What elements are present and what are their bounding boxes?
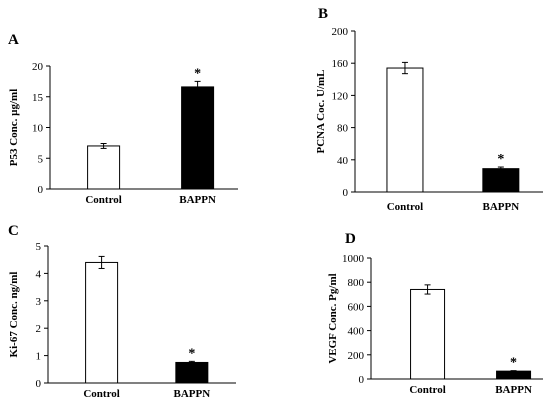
panel-letter: A (8, 32, 19, 48)
y-tick-label: 120 (332, 90, 349, 102)
y-tick-label: 4 (36, 268, 42, 280)
y-tick-label: 800 (348, 277, 365, 289)
y-tick-label: 0 (359, 374, 365, 386)
y-tick-label: 15 (32, 92, 44, 104)
y-tick-label: 20 (32, 61, 44, 73)
y-tick-label: 200 (332, 26, 349, 38)
category-label: Control (85, 194, 121, 206)
significance-mark: * (510, 356, 517, 371)
bar-bappn (181, 86, 215, 190)
y-axis-label: P53 Conc. µg/ml (8, 89, 20, 167)
y-tick-label: 0 (343, 187, 349, 199)
panel-b: B 0 40 80 120 160 200 PCNA Coc. U/mL Control BAPP… (315, 6, 543, 213)
y-tick-label: 0 (36, 378, 42, 390)
category-label: BAPPN (495, 384, 532, 396)
y-tick-label: 5 (36, 241, 42, 253)
y-tick-label: 0 (38, 184, 44, 196)
panel-letter: B (318, 6, 328, 22)
panel-a: A 0 5 10 15 20 P53 Conc. µg/ml Control BAPPN * (8, 32, 238, 206)
y-tick-label: 1000 (342, 253, 365, 265)
bar-control (386, 67, 424, 193)
y-tick-label: 2 (36, 323, 42, 335)
panel-letter: D (345, 231, 356, 247)
y-tick-label: 10 (32, 123, 44, 135)
bar-bappn (496, 370, 532, 380)
y-tick-label: 80 (337, 123, 349, 135)
y-tick-label: 400 (348, 326, 365, 338)
bar-control (85, 261, 119, 384)
category-label: BAPPN (179, 194, 216, 206)
category-label: BAPPN (174, 388, 211, 400)
y-tick-label: 160 (332, 58, 349, 70)
y-tick-label: 3 (36, 296, 42, 308)
y-axis-label: Ki-67 Conc. ng/ml (8, 272, 20, 358)
y-tick-label: 40 (337, 155, 349, 167)
category-label: BAPPN (483, 201, 520, 213)
bar-control (87, 145, 121, 190)
significance-mark: * (188, 346, 195, 361)
y-tick-label: 1 (36, 351, 42, 363)
bar-bappn (482, 168, 520, 193)
bar-control (410, 288, 446, 380)
category-label: Control (387, 201, 423, 213)
significance-mark: * (497, 152, 504, 167)
category-label: Control (409, 384, 445, 396)
panel-c: C 0 1 2 3 4 5 Ki-67 Conc. ng/ml Control BAPPN * (8, 223, 236, 400)
bar-bappn (175, 361, 209, 384)
y-tick-label: 5 (38, 153, 44, 165)
y-tick-label: 600 (348, 301, 365, 313)
y-axis-label: VEGF Conc. Pg/ml (327, 273, 339, 363)
significance-mark: * (194, 66, 201, 81)
panel-letter: C (8, 223, 19, 239)
y-tick-label: 200 (348, 350, 365, 362)
category-label: Control (83, 388, 119, 400)
y-axis-label: PCNA Coc. U/mL (315, 69, 327, 153)
